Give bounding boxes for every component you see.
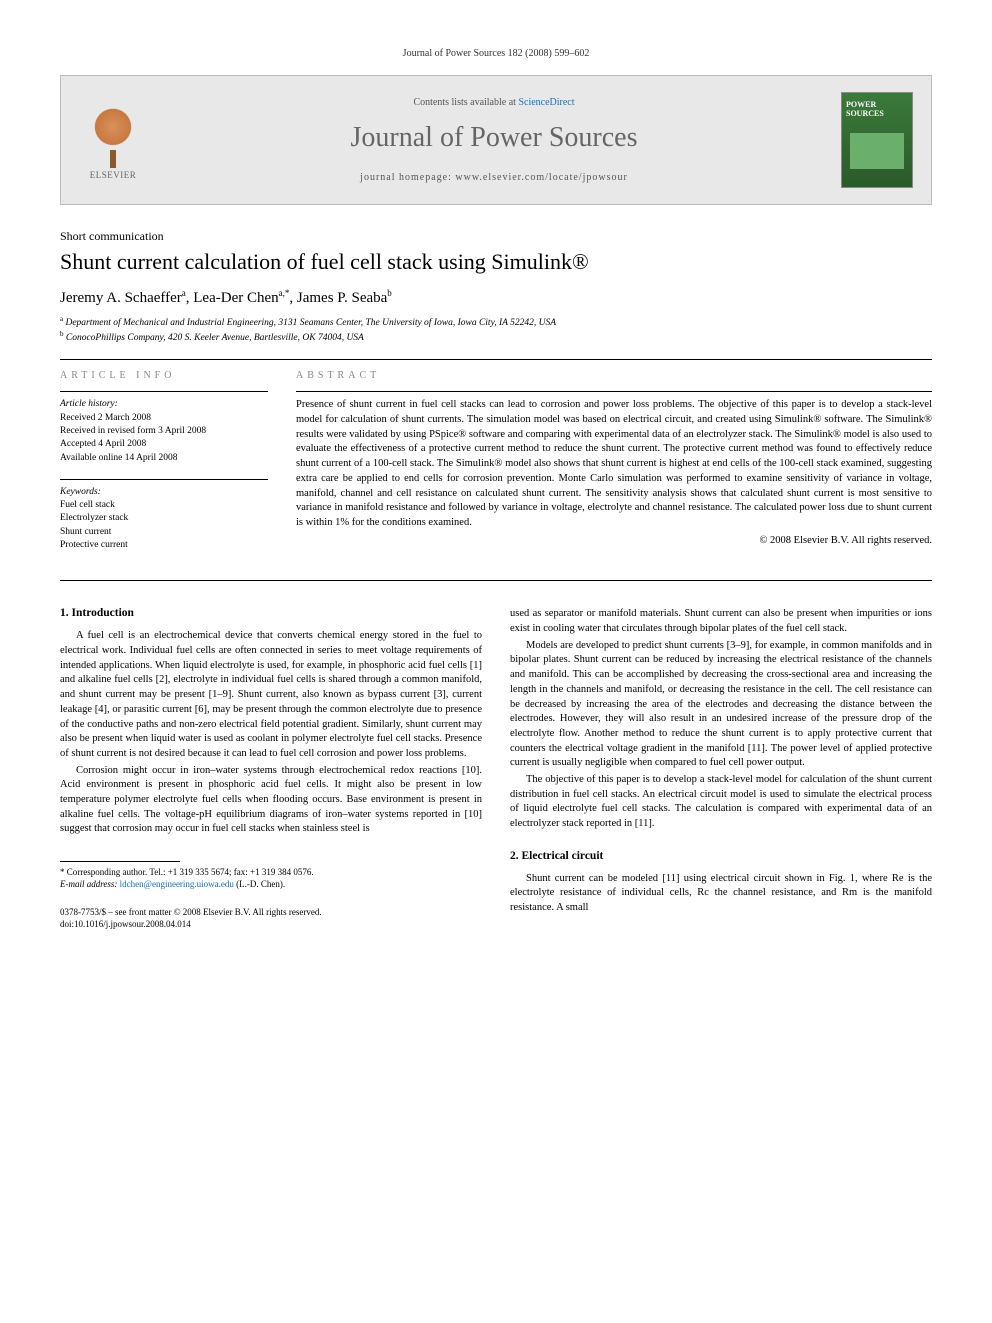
publisher-name: ELSEVIER bbox=[90, 170, 137, 180]
page-footer: 0378-7753/$ – see front matter © 2008 El… bbox=[60, 906, 482, 930]
email-label: E-mail address: bbox=[60, 879, 117, 889]
keyword: Fuel cell stack bbox=[60, 499, 268, 512]
keyword: Shunt current bbox=[60, 526, 268, 539]
journal-banner: ELSEVIER Contents lists available at Sci… bbox=[60, 75, 932, 205]
footnote-rule bbox=[60, 861, 180, 862]
article-history: Article history: Received 2 March 2008 R… bbox=[60, 398, 268, 464]
corresponding-footnote: * Corresponding author. Tel.: +1 319 335… bbox=[60, 866, 482, 890]
journal-cover-thumb: POWER SOURCES bbox=[841, 92, 913, 188]
issn-line: 0378-7753/$ – see front matter © 2008 El… bbox=[60, 906, 482, 918]
journal-name: Journal of Power Sources bbox=[147, 122, 841, 154]
author: Jeremy A. Schaeffer bbox=[60, 290, 182, 306]
cover-thumb-title: POWER SOURCES bbox=[846, 101, 908, 119]
contents-available: Contents lists available at ScienceDirec… bbox=[147, 97, 841, 108]
contents-prefix: Contents lists available at bbox=[413, 97, 518, 108]
banner-center: Contents lists available at ScienceDirec… bbox=[147, 97, 841, 183]
keyword: Electrolyzer stack bbox=[60, 512, 268, 525]
left-column: 1. Introduction A fuel cell is an electr… bbox=[60, 607, 482, 930]
page: Journal of Power Sources 182 (2008) 599–… bbox=[0, 0, 992, 971]
aff-text: Department of Mechanical and Industrial … bbox=[65, 318, 556, 328]
rule bbox=[60, 479, 268, 480]
body-para: A fuel cell is an electrochemical device… bbox=[60, 629, 482, 761]
author-mark: b bbox=[387, 288, 392, 298]
rule bbox=[60, 359, 932, 360]
body-para: Shunt current can be modeled [11] using … bbox=[510, 872, 932, 916]
article-type: Short communication bbox=[60, 229, 932, 244]
rule bbox=[60, 391, 268, 392]
homepage-url[interactable]: www.elsevier.com/locate/jpowsour bbox=[455, 172, 627, 183]
aff-text: ConocoPhillips Company, 420 S. Keeler Av… bbox=[66, 333, 364, 343]
abstract-heading: abstract bbox=[296, 370, 932, 381]
email-link[interactable]: ldchen@engineering.uiowa.edu bbox=[120, 879, 234, 889]
history-label: Article history: bbox=[60, 398, 268, 411]
author-mark: a bbox=[182, 288, 186, 298]
abstract: abstract Presence of shunt current in fu… bbox=[296, 370, 932, 566]
authors: Jeremy A. Schaeffera, Lea-Der Chena,*, J… bbox=[60, 288, 932, 307]
history-item: Received 2 March 2008 bbox=[60, 412, 268, 425]
body-para: Models are developed to predict shunt cu… bbox=[510, 639, 932, 771]
running-head: Journal of Power Sources 182 (2008) 599–… bbox=[60, 48, 932, 59]
keyword: Protective current bbox=[60, 539, 268, 552]
info-abstract-row: article info Article history: Received 2… bbox=[60, 370, 932, 566]
cover-thumb-image bbox=[850, 133, 904, 169]
history-item: Accepted 4 April 2008 bbox=[60, 438, 268, 451]
info-heading: article info bbox=[60, 370, 268, 381]
rule bbox=[60, 580, 932, 581]
doi-line: doi:10.1016/j.jpowsour.2008.04.014 bbox=[60, 918, 482, 930]
rule bbox=[296, 391, 932, 392]
body-columns: 1. Introduction A fuel cell is an electr… bbox=[60, 607, 932, 930]
journal-homepage: journal homepage: www.elsevier.com/locat… bbox=[147, 172, 841, 183]
keywords: Keywords: Fuel cell stack Electrolyzer s… bbox=[60, 486, 268, 552]
right-column: used as separator or manifold materials.… bbox=[510, 607, 932, 930]
history-item: Received in revised form 3 April 2008 bbox=[60, 425, 268, 438]
email-suffix: (L.-D. Chen). bbox=[236, 879, 285, 889]
affiliation: a Department of Mechanical and Industria… bbox=[60, 315, 932, 330]
body-para: The objective of this paper is to develo… bbox=[510, 773, 932, 832]
email-line: E-mail address: ldchen@engineering.uiowa… bbox=[60, 878, 482, 890]
aff-mark: b bbox=[60, 330, 64, 338]
affiliations: a Department of Mechanical and Industria… bbox=[60, 315, 932, 346]
section-heading: 1. Introduction bbox=[60, 607, 482, 619]
section-heading: 2. Electrical circuit bbox=[510, 850, 932, 862]
affiliation: b ConocoPhillips Company, 420 S. Keeler … bbox=[60, 330, 932, 345]
author: Lea-Der Chen bbox=[193, 290, 278, 306]
publisher-logo: ELSEVIER bbox=[79, 100, 147, 180]
body-para: used as separator or manifold materials.… bbox=[510, 607, 932, 636]
homepage-prefix: journal homepage: bbox=[360, 172, 455, 183]
article-info: article info Article history: Received 2… bbox=[60, 370, 268, 566]
article-title: Shunt current calculation of fuel cell s… bbox=[60, 248, 932, 276]
copyright: © 2008 Elsevier B.V. All rights reserved… bbox=[296, 535, 932, 546]
elsevier-tree-icon bbox=[86, 108, 140, 162]
corr-line: * Corresponding author. Tel.: +1 319 335… bbox=[60, 866, 482, 878]
keywords-label: Keywords: bbox=[60, 486, 268, 499]
aff-mark: a bbox=[60, 315, 63, 323]
history-item: Available online 14 April 2008 bbox=[60, 452, 268, 465]
abstract-text: Presence of shunt current in fuel cell s… bbox=[296, 398, 932, 530]
author: James P. Seaba bbox=[297, 290, 387, 306]
author-mark: a,* bbox=[279, 288, 290, 298]
sciencedirect-link[interactable]: ScienceDirect bbox=[518, 97, 574, 108]
body-para: Corrosion might occur in iron–water syst… bbox=[60, 764, 482, 837]
